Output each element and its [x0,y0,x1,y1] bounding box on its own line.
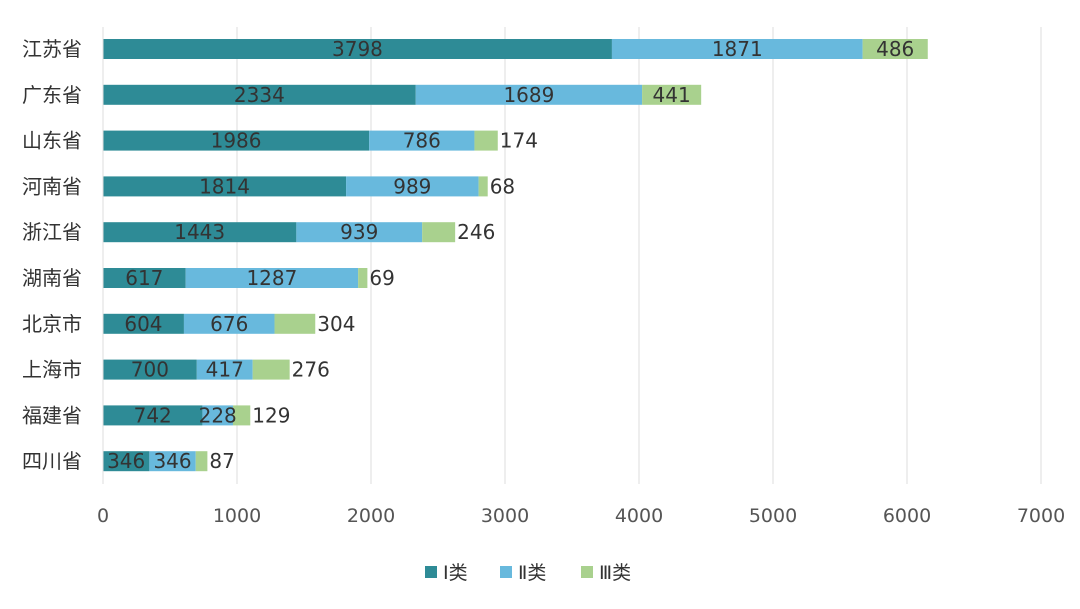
data-label: 417 [206,358,244,382]
category-label: 湖南省 [22,266,82,290]
data-label: 1871 [712,37,763,61]
data-label: 742 [134,403,172,427]
legend: Ⅰ类 Ⅱ类 Ⅲ类 [425,562,631,584]
bars [103,39,928,472]
bar-segment [103,313,184,334]
bar-segment [103,405,203,426]
data-label: 676 [210,312,248,336]
data-label: 3798 [332,37,383,61]
data-label: 129 [252,403,290,427]
bar-segment [196,359,253,380]
x-tick-label: 1000 [213,505,261,527]
legend-swatch [500,566,512,578]
data-label: 346 [153,449,191,473]
data-label: 87 [209,449,234,473]
bar-segment [346,176,479,197]
x-tick-label: 0 [97,505,109,527]
bar-segment [415,84,643,105]
bar-segment [103,176,347,197]
bar-segment [296,222,423,243]
data-label: 228 [199,403,237,427]
data-label: 346 [107,449,145,473]
data-label: 276 [292,358,330,382]
data-label: 1689 [503,83,554,107]
data-label: 604 [124,312,162,336]
data-label: 441 [653,83,691,107]
x-tick-label: 7000 [1017,505,1065,527]
data-label: 304 [317,312,355,336]
bar-segment [103,84,416,105]
data-label: 700 [131,358,169,382]
legend-label: Ⅲ类 [599,562,631,584]
data-label: 617 [125,266,163,290]
legend-label: Ⅱ类 [518,562,546,584]
bar-segment [103,451,150,472]
bar-segment [183,313,275,334]
data-labels: 3798 1871 486 2334 1689 441 1986 786 174 1814 989 6… [107,37,914,473]
bar-segment [149,451,196,472]
bar-segment [369,130,475,151]
data-label: 1986 [211,129,262,153]
x-tick-label: 3000 [481,505,529,527]
bar-segment [862,39,928,59]
data-label: 989 [393,174,431,198]
data-label: 246 [457,220,495,244]
legend-swatch [425,566,437,578]
bar-segment [103,130,370,151]
bar-segment [478,176,488,197]
bar-segment [474,130,498,151]
bar-segment [103,359,197,380]
bar-segment [611,39,863,59]
bar-segment [358,268,368,288]
category-label: 上海市 [22,358,82,382]
category-label: 江苏省 [22,37,82,61]
category-label: 福建省 [22,403,82,427]
category-label: 北京市 [22,312,82,336]
legend-swatch [581,566,593,578]
axes: 0 1000 2000 3000 4000 5000 6000 7000 江苏省广东省山东省河南… [22,27,1065,527]
data-label: 174 [500,129,538,153]
data-label: 486 [876,37,914,61]
data-label: 2334 [234,83,285,107]
bar-segment [422,222,456,243]
legend-label: Ⅰ类 [443,562,468,584]
data-label: 1443 [174,220,225,244]
bar-segment [274,313,316,334]
x-tick-label: 6000 [883,505,931,527]
data-label: 1814 [199,174,250,198]
x-tick-label: 2000 [347,505,395,527]
category-label: 四川省 [22,449,82,473]
category-label: 河南省 [22,174,82,198]
bar-segment [103,222,297,243]
data-label: 939 [340,220,378,244]
data-label: 1287 [246,266,297,290]
bar-segment [195,451,208,472]
category-label: 山东省 [22,129,82,153]
category-label: 浙江省 [22,220,82,244]
data-label: 68 [490,174,515,198]
bar-segment [202,405,233,426]
x-tick-label: 4000 [615,505,663,527]
x-tick-label: 5000 [749,505,797,527]
bar-segment [103,268,186,288]
bar-segment [103,39,612,59]
bar-segment [252,359,290,380]
bar-segment [642,84,702,105]
data-label: 69 [369,266,394,290]
bar-segment [232,405,251,426]
data-label: 786 [403,129,441,153]
bar-segment [185,268,359,288]
category-label: 广东省 [22,83,82,107]
